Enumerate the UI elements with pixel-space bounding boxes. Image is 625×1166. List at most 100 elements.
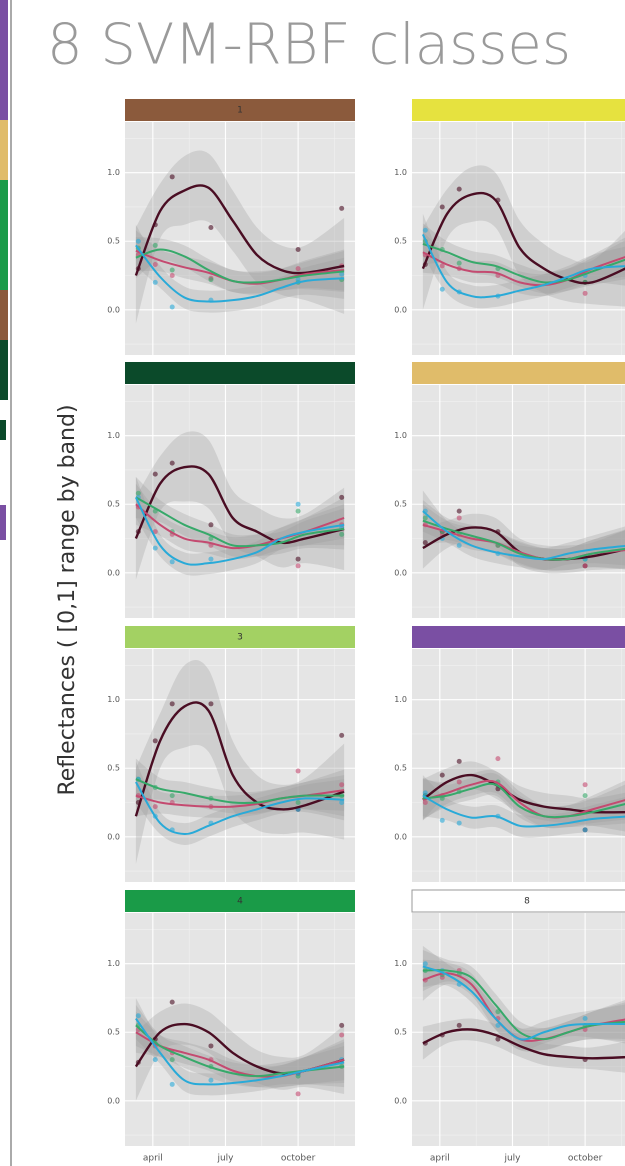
point [339,800,344,805]
x-tick-label: july [503,1154,521,1164]
y-tick-label: 0.5 [107,764,120,773]
point [339,1023,344,1028]
point [170,273,175,278]
panel-background [412,649,625,882]
point [170,461,175,466]
point [208,277,213,282]
point [423,800,428,805]
point [136,1013,141,1018]
y-tick-label: 1.0 [107,431,120,440]
point [457,1023,462,1028]
y-tick-label: 0.5 [107,237,120,246]
side-decoration [0,0,11,1166]
strip-label: 1 [237,106,243,116]
y-tick-label: 1.0 [107,695,120,704]
point [296,1091,301,1096]
facet: 0.00.51.0 [394,626,625,882]
point [457,543,462,548]
y-tick-label: 0.5 [394,500,407,509]
y-tick-label: 0.0 [107,832,120,841]
point [423,790,428,795]
strip [412,99,625,121]
point [153,280,158,285]
strip-label: 4 [237,897,243,907]
point [296,800,301,805]
x-tick-label: july [216,1154,234,1164]
x-tick-label: october [281,1154,316,1164]
point [296,502,301,507]
point [457,821,462,826]
point [440,818,445,823]
y-tick-label: 0.5 [394,764,407,773]
point [423,961,428,966]
point [296,266,301,271]
y-tick-label: 0.5 [107,1028,120,1037]
point [170,559,175,564]
point [170,793,175,798]
point [170,305,175,310]
y-tick-label: 1.0 [394,959,407,968]
point [440,287,445,292]
point [339,532,344,537]
point [583,291,588,296]
point [208,522,213,527]
point [583,827,588,832]
strip-label: 8 [524,897,530,907]
strip [412,362,625,384]
point [296,509,301,514]
chart: 8 SVM-RBF classes Reflectances ( [0,1] r… [0,0,625,1166]
y-tick-label: 1.0 [394,168,407,177]
y-tick-label: 0.0 [394,832,407,841]
point [208,1078,213,1083]
y-tick-label: 0.0 [394,568,407,577]
point [153,738,158,743]
y-tick-label: 0.0 [107,568,120,577]
y-tick-label: 1.0 [107,168,120,177]
point [339,733,344,738]
point [339,206,344,211]
panel-background [412,385,625,618]
point [339,1032,344,1037]
point [153,1057,158,1062]
point [170,701,175,706]
point [208,1043,213,1048]
point [153,243,158,248]
point [153,804,158,809]
y-tick-label: 0.0 [107,1096,120,1105]
point [583,1016,588,1021]
y-tick-label: 0.0 [394,305,407,314]
y-tick-label: 0.5 [394,237,407,246]
strip [125,362,355,384]
y-tick-label: 0.0 [107,305,120,314]
point [583,793,588,798]
strip [412,626,625,648]
point [339,782,344,787]
point [457,759,462,764]
point [457,509,462,514]
facet: 0.00.51.0 [394,362,625,618]
strip-label: 3 [237,633,243,643]
point [457,779,462,784]
facet: 0.0 0.5 1.0 [394,99,625,355]
facet: 1 0.0 0.5 1.0 [107,99,355,355]
point [583,782,588,787]
y-tick-label: 0.0 [394,1096,407,1105]
point [153,546,158,551]
point [457,187,462,192]
point [440,773,445,778]
point [296,557,301,562]
point [208,701,213,706]
x-tick-label: april [430,1154,450,1164]
point [457,261,462,266]
point [296,247,301,252]
point [170,1057,175,1062]
point [423,228,428,233]
point [170,268,175,273]
facet: 3 0.0 0.5 1.0 [107,626,355,882]
point [296,563,301,568]
x-tick-label: april [143,1154,163,1164]
page: {"title":"8 SVM-RBF classes","y_label":"… [0,0,625,1166]
point [339,495,344,500]
point [440,204,445,209]
